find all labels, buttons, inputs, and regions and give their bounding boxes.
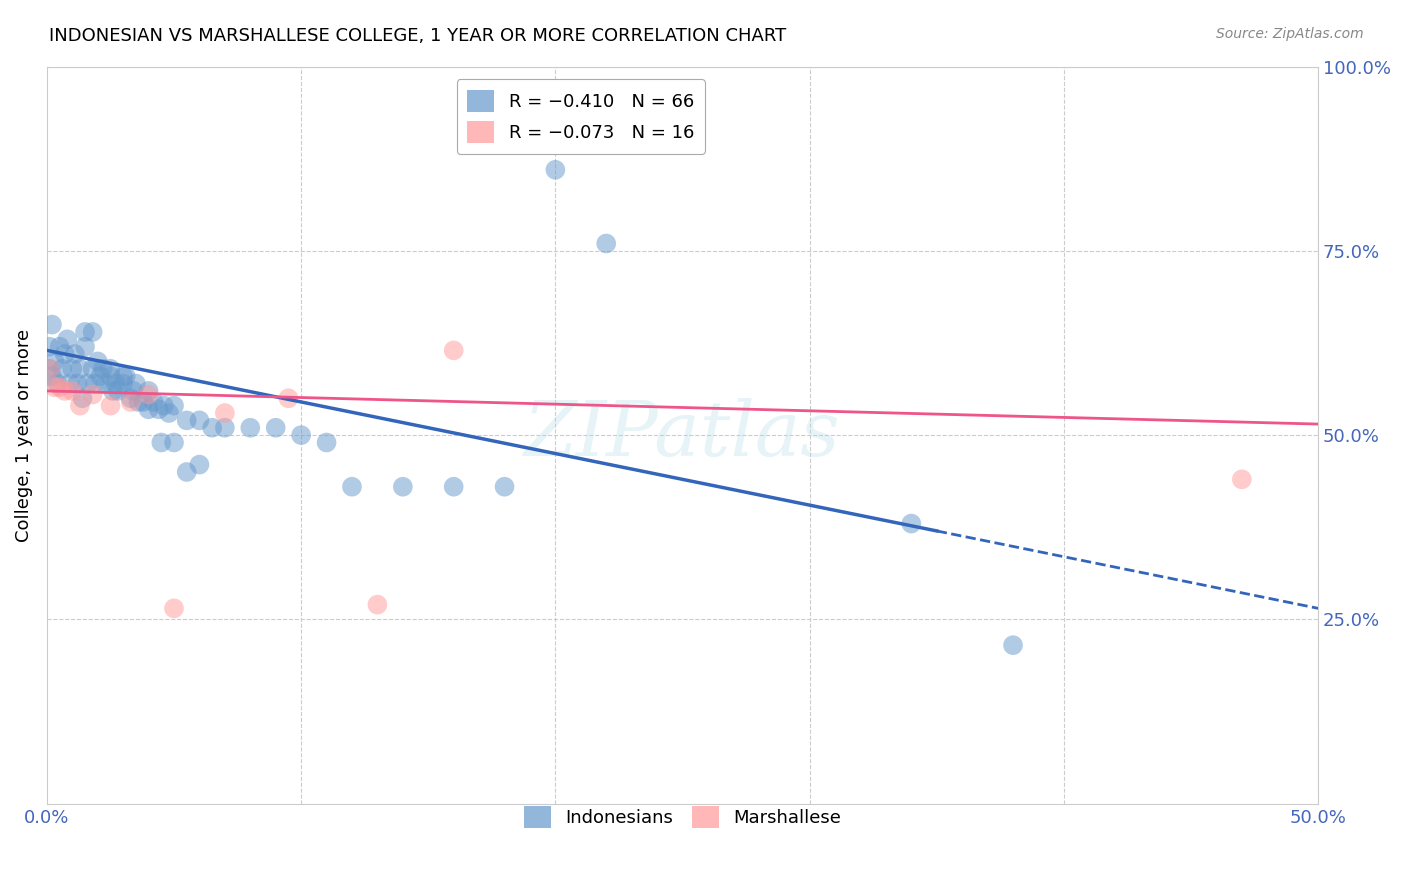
Point bbox=[46, 376, 69, 391]
Point bbox=[84, 376, 107, 391]
Point bbox=[443, 480, 465, 494]
Point bbox=[188, 458, 211, 472]
Point bbox=[544, 162, 567, 177]
Point bbox=[900, 516, 922, 531]
Point bbox=[214, 406, 236, 420]
Point bbox=[100, 399, 122, 413]
Point bbox=[201, 421, 224, 435]
Point bbox=[41, 369, 63, 384]
Point bbox=[69, 399, 91, 413]
Point bbox=[214, 421, 236, 435]
Point bbox=[91, 361, 114, 376]
Point bbox=[38, 361, 60, 376]
Point bbox=[53, 384, 76, 398]
Point bbox=[104, 376, 127, 391]
Point bbox=[264, 421, 287, 435]
Point bbox=[120, 391, 142, 405]
Point bbox=[150, 435, 173, 450]
Point bbox=[163, 435, 186, 450]
Point bbox=[148, 402, 170, 417]
Point bbox=[63, 347, 86, 361]
Point bbox=[100, 369, 122, 384]
Point bbox=[44, 380, 66, 394]
Point bbox=[132, 395, 155, 409]
Point bbox=[114, 369, 136, 384]
Point bbox=[59, 376, 82, 391]
Point bbox=[1230, 472, 1253, 486]
Point bbox=[138, 402, 160, 417]
Point bbox=[73, 340, 96, 354]
Point bbox=[41, 318, 63, 332]
Point bbox=[1002, 638, 1025, 652]
Point bbox=[48, 380, 70, 394]
Point bbox=[595, 236, 617, 251]
Point bbox=[153, 399, 176, 413]
Point bbox=[239, 421, 262, 435]
Point bbox=[38, 340, 60, 354]
Point bbox=[48, 340, 70, 354]
Legend: Indonesians, Marshallese: Indonesians, Marshallese bbox=[517, 798, 848, 835]
Point bbox=[163, 399, 186, 413]
Text: INDONESIAN VS MARSHALLESE COLLEGE, 1 YEAR OR MORE CORRELATION CHART: INDONESIAN VS MARSHALLESE COLLEGE, 1 YEA… bbox=[49, 27, 786, 45]
Point bbox=[112, 376, 135, 391]
Point bbox=[176, 465, 198, 479]
Point bbox=[138, 387, 160, 401]
Point bbox=[60, 361, 83, 376]
Point bbox=[176, 413, 198, 427]
Point bbox=[73, 325, 96, 339]
Point bbox=[494, 480, 516, 494]
Point bbox=[87, 354, 110, 368]
Point bbox=[157, 406, 180, 420]
Point bbox=[38, 361, 60, 376]
Point bbox=[125, 376, 148, 391]
Point bbox=[69, 361, 91, 376]
Point bbox=[366, 598, 388, 612]
Text: Source: ZipAtlas.com: Source: ZipAtlas.com bbox=[1216, 27, 1364, 41]
Point bbox=[163, 601, 186, 615]
Point bbox=[138, 384, 160, 398]
Point bbox=[82, 325, 104, 339]
Point bbox=[60, 384, 83, 398]
Point bbox=[112, 369, 135, 384]
Text: ZIPatlas: ZIPatlas bbox=[524, 398, 841, 472]
Point bbox=[82, 387, 104, 401]
Point bbox=[94, 376, 117, 391]
Point bbox=[188, 413, 211, 427]
Point bbox=[51, 361, 73, 376]
Point bbox=[120, 395, 142, 409]
Point bbox=[277, 391, 299, 405]
Point bbox=[82, 361, 104, 376]
Point bbox=[443, 343, 465, 358]
Point bbox=[56, 332, 79, 346]
Point bbox=[72, 391, 94, 405]
Point bbox=[66, 376, 89, 391]
Point bbox=[53, 347, 76, 361]
Point bbox=[127, 395, 149, 409]
Point bbox=[76, 376, 98, 391]
Point bbox=[315, 435, 337, 450]
Point bbox=[44, 354, 66, 368]
Y-axis label: College, 1 year or more: College, 1 year or more bbox=[15, 328, 32, 541]
Point bbox=[100, 361, 122, 376]
Point bbox=[142, 395, 165, 409]
Point bbox=[122, 384, 145, 398]
Point bbox=[89, 369, 111, 384]
Point bbox=[392, 480, 415, 494]
Point bbox=[290, 428, 312, 442]
Point bbox=[101, 384, 124, 398]
Point bbox=[107, 384, 129, 398]
Point bbox=[340, 480, 363, 494]
